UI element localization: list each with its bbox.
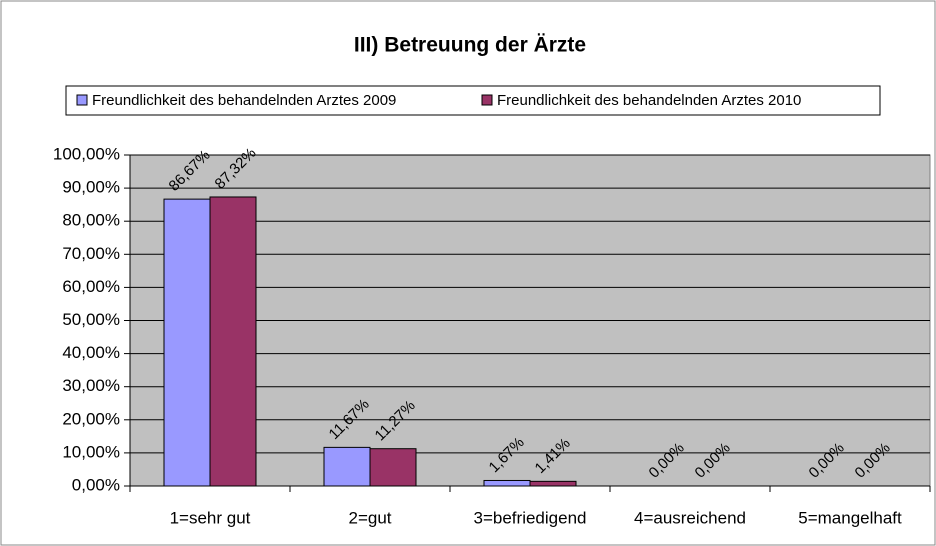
chart-title: III) Betreuung der Ärzte (354, 34, 586, 57)
x-tick-label: 4=ausreichend (634, 508, 746, 527)
legend-label: Freundlichkeit des behandelnden Arztes 2… (92, 92, 396, 109)
bar (529, 480, 577, 487)
y-tick-label: 80,00% (62, 211, 120, 230)
bar (163, 198, 211, 487)
x-tick-label: 1=sehr gut (170, 508, 251, 527)
legend-box (65, 85, 881, 116)
y-tick-label: 40,00% (62, 343, 120, 362)
bar (369, 448, 417, 487)
legend-swatch (481, 94, 493, 106)
y-tick-label: 50,00% (62, 310, 120, 329)
y-tick-label: 90,00% (62, 178, 120, 197)
legend-swatch (76, 94, 88, 106)
y-tick-label: 20,00% (62, 409, 120, 428)
x-tick-label: 3=befriedigend (474, 508, 587, 527)
bar (209, 196, 257, 487)
bar (483, 479, 531, 487)
y-tick-label: 10,00% (62, 442, 120, 461)
x-tick-label: 2=gut (348, 508, 391, 527)
x-tick-label: 5=mangelhaft (798, 508, 902, 527)
bar (323, 446, 371, 487)
y-tick-label: 100,00% (53, 144, 120, 163)
y-tick-label: 30,00% (62, 376, 120, 395)
legend-label: Freundlichkeit des behandelnden Arztes 2… (497, 92, 801, 109)
y-tick-label: 0,00% (72, 475, 120, 494)
y-tick-label: 70,00% (62, 244, 120, 263)
y-tick-label: 60,00% (62, 277, 120, 296)
